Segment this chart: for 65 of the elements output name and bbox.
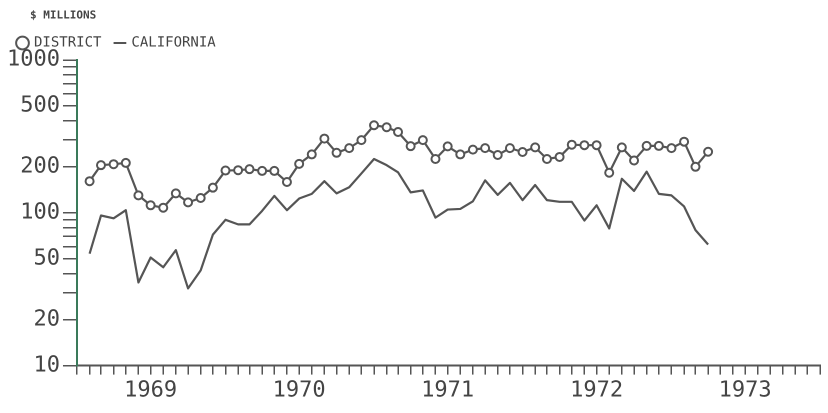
point (306, 149, 317, 160)
point (356, 135, 366, 146)
point (170, 188, 181, 198)
point (616, 142, 627, 152)
point (530, 142, 540, 152)
point (183, 197, 194, 208)
point (430, 154, 440, 164)
point (666, 143, 676, 154)
point (133, 190, 144, 200)
point (629, 155, 640, 166)
point (233, 165, 244, 176)
x-tick-label: 1973 (718, 378, 772, 403)
point (480, 143, 490, 154)
point (393, 126, 404, 137)
point (455, 149, 466, 160)
y-tick-label: 100 (20, 200, 60, 225)
point (690, 162, 700, 172)
point (703, 146, 714, 157)
point (468, 144, 478, 155)
point (196, 192, 206, 203)
point (244, 164, 255, 174)
y-tick-label: 50 (33, 246, 60, 271)
x-tick-label: 1970 (272, 378, 326, 403)
point (120, 158, 131, 168)
x-tick-label: 1969 (124, 378, 178, 403)
point (518, 146, 528, 157)
point (282, 177, 292, 188)
point (504, 143, 515, 154)
legend-label: CALIFORNIA (131, 34, 216, 51)
point (344, 143, 354, 154)
point (84, 176, 95, 186)
x-tick-label: 1971 (421, 378, 474, 403)
y-axis-title: $ MILLIONS (30, 8, 96, 22)
point (418, 135, 428, 146)
point (566, 140, 577, 150)
point (158, 202, 168, 213)
point (294, 158, 304, 169)
x-tick-label: 1972 (570, 378, 624, 403)
point (96, 160, 106, 170)
y-tick-label: 1000 (6, 46, 60, 72)
point (592, 140, 602, 150)
point (442, 141, 453, 152)
point (108, 159, 119, 170)
point (642, 140, 652, 151)
point (332, 148, 342, 158)
point (382, 122, 392, 132)
y-tick-label: 20 (33, 306, 60, 332)
y-tick-label: 500 (20, 92, 60, 118)
point (492, 150, 503, 160)
point (208, 182, 218, 193)
y-tick-label: 200 (20, 154, 60, 179)
point (579, 140, 590, 150)
point (679, 136, 690, 147)
point (554, 152, 565, 162)
y-tick-label: 10 (33, 352, 60, 378)
point (220, 166, 231, 176)
point (604, 168, 614, 178)
point (542, 154, 552, 164)
point (369, 120, 380, 130)
point (319, 134, 330, 144)
point (654, 140, 664, 151)
point (269, 166, 280, 176)
point (406, 141, 416, 152)
point (257, 166, 268, 176)
point (146, 200, 156, 210)
